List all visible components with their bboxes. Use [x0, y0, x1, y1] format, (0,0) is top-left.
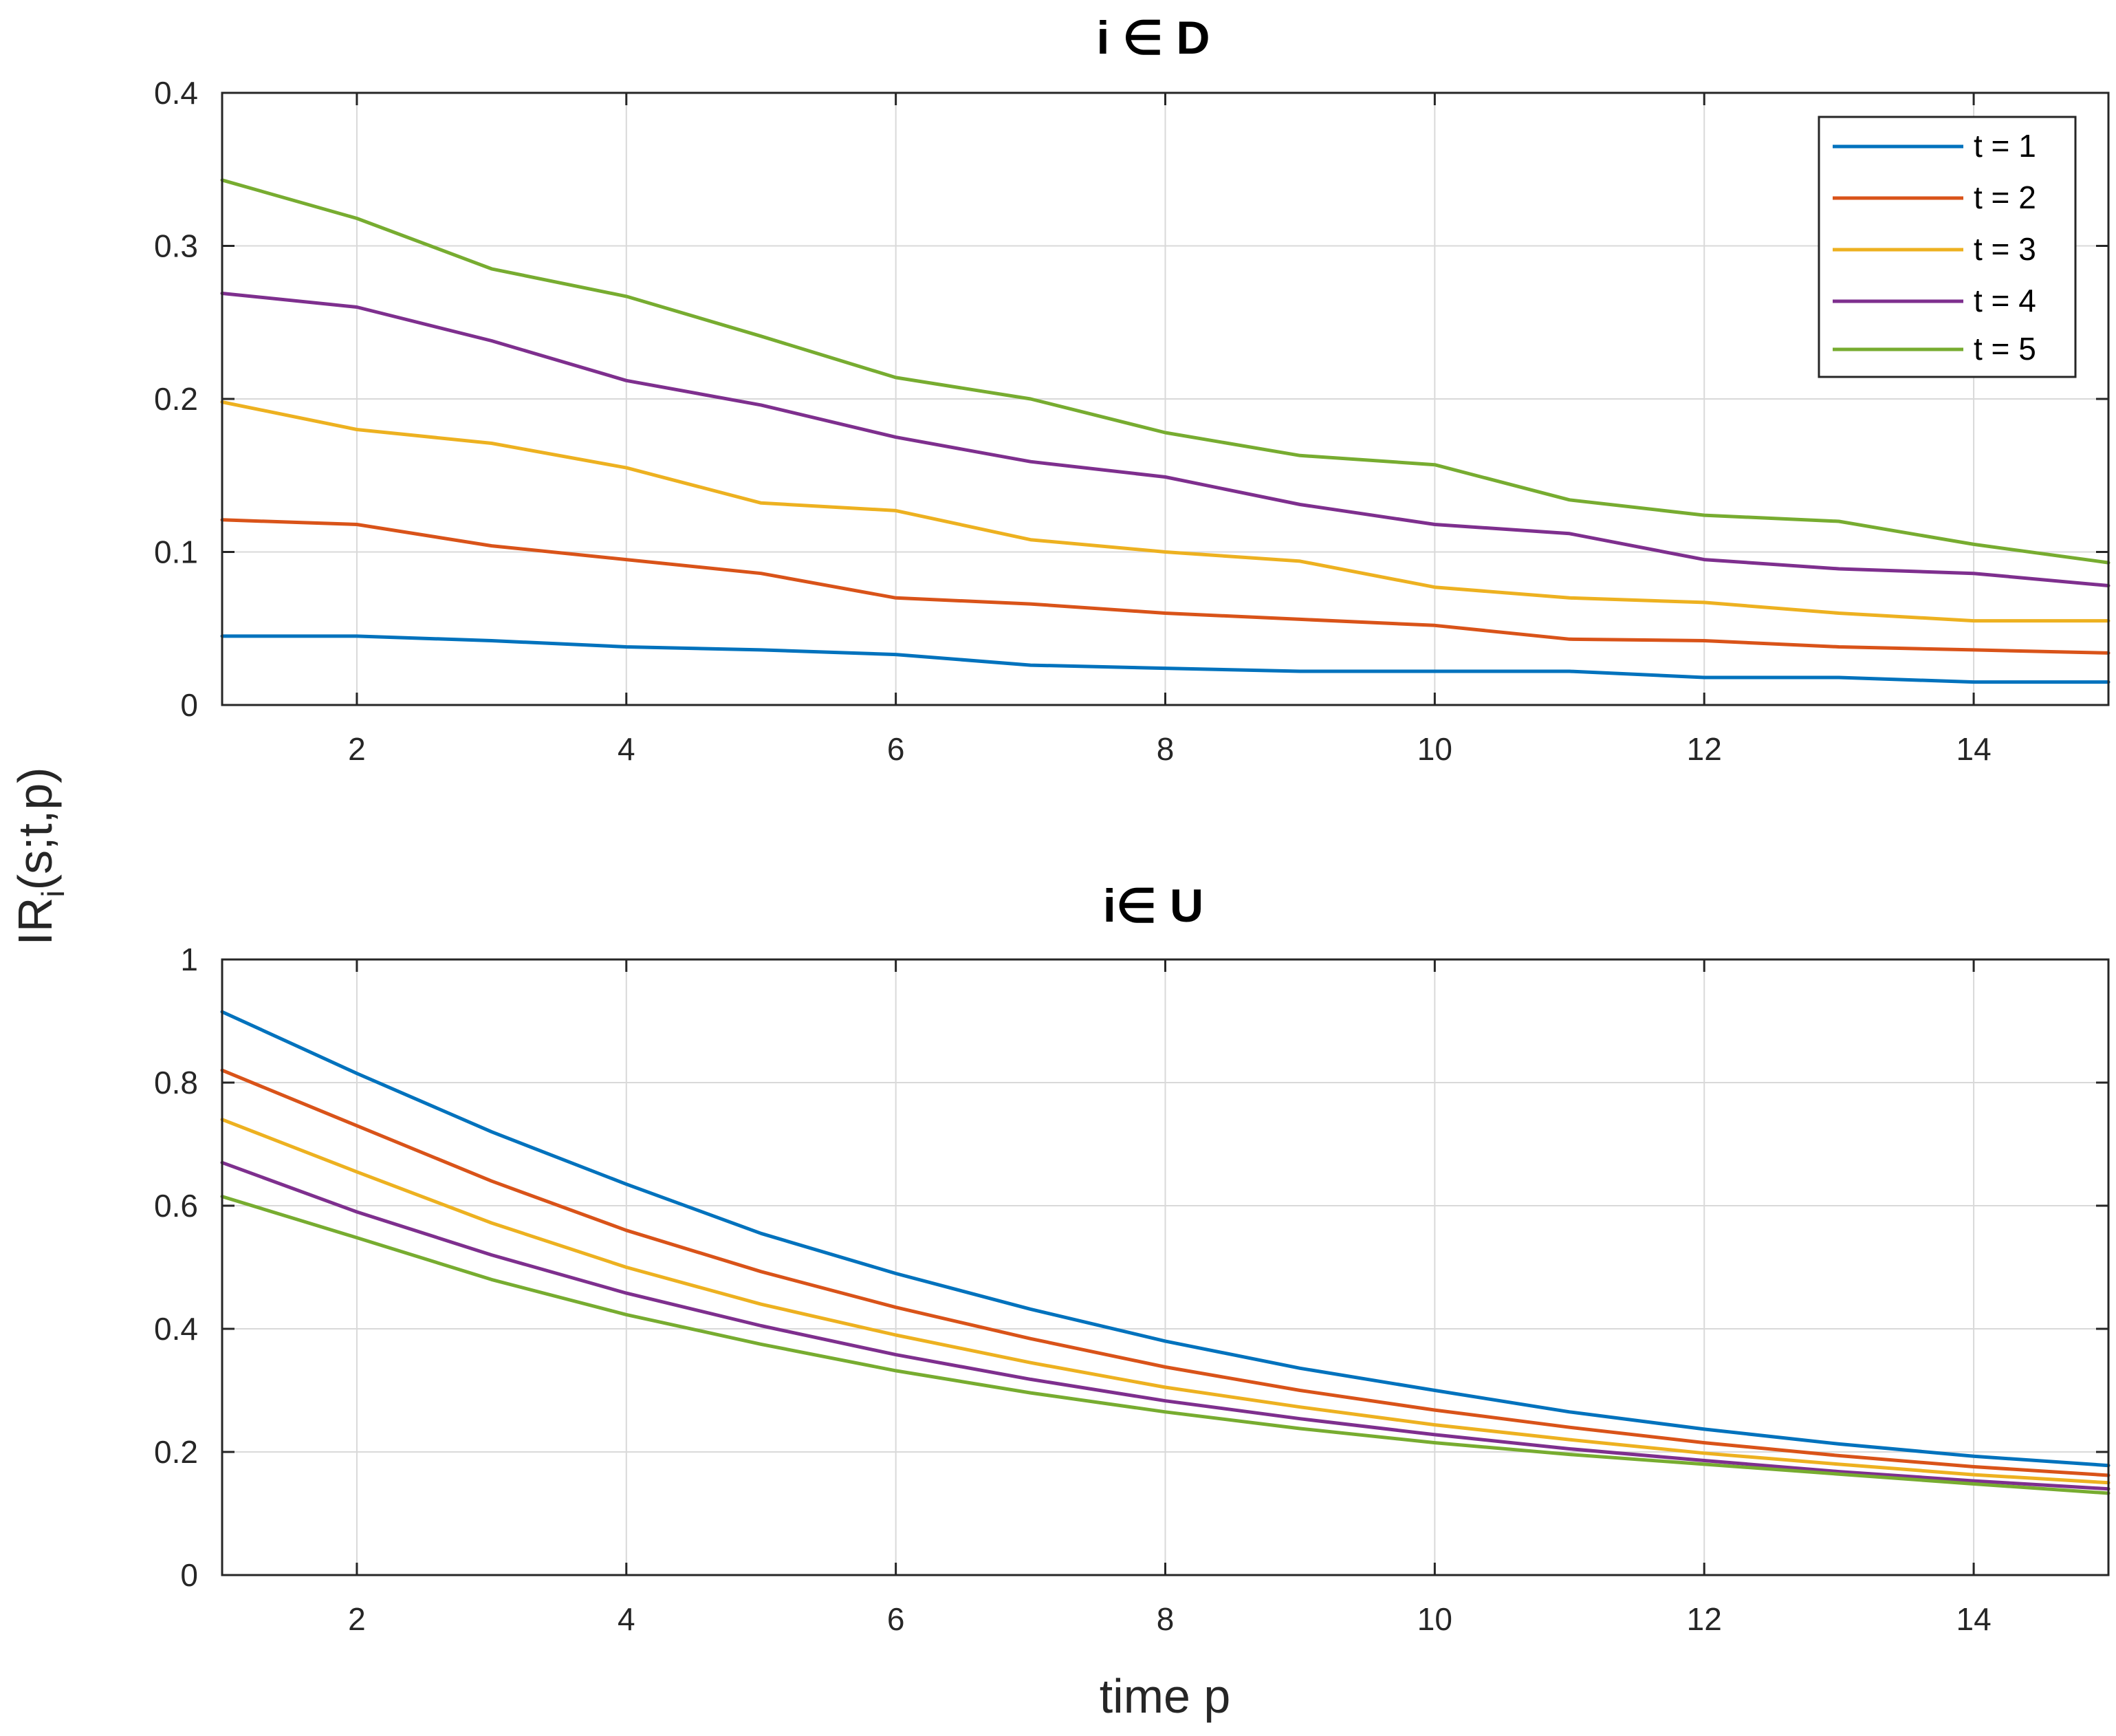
y-tick-label-0.6-bottom: 0.6: [154, 1188, 198, 1224]
series-line-t4-bottom: [220, 1160, 2110, 1491]
series-line-t5-top: [220, 178, 2110, 565]
series-line-t5-bottom: [220, 1195, 2110, 1495]
x-tick-label-8-bottom: 8: [1157, 1601, 1175, 1637]
legend: t = 1 t = 2 t = 3 t = 4 t = 5: [1818, 116, 2077, 378]
legend-label-t1: t = 1: [1974, 128, 2036, 164]
y-axis-label-sub: i: [35, 890, 71, 897]
y-tick-label-0.8-bottom: 0.8: [154, 1065, 198, 1100]
y-axis-label-main: IR: [8, 898, 62, 946]
x-tick-label-6-top: 6: [887, 731, 905, 767]
y-axis-label-rest: (s;t,p): [8, 767, 62, 890]
legend-box: [1818, 116, 2077, 378]
x-tick-label-4-top: 4: [618, 731, 635, 767]
x-axis-label: time p: [1100, 1669, 1231, 1723]
series-line-t3-top: [220, 400, 2110, 623]
series-line-t2-top: [220, 518, 2110, 655]
ticks-top: 2 4 6 8 10 12 14 0 0.1 0.2 0.3 0.4: [154, 75, 2108, 767]
x-tick-label-4-bottom: 4: [618, 1601, 635, 1637]
x-tick-label-2-top: 2: [348, 731, 366, 767]
ticks-bottom: 2 4 6 8 10 12 14 0 0.2 0.4 0.6 0.8 1: [154, 942, 2108, 1637]
series-group-top: [220, 178, 2110, 684]
panel-title-top: i ∈ D: [1096, 12, 1210, 64]
y-tick-label-1-bottom: 1: [180, 942, 198, 977]
x-tick-label-10-top: 10: [1417, 731, 1452, 767]
y-axis-label: IRi(s;t,p): [8, 767, 71, 945]
x-tick-label-14-top: 14: [1956, 731, 1991, 767]
y-tick-label-0.1-top: 0.1: [154, 534, 198, 570]
series-line-t3-bottom: [220, 1118, 2110, 1485]
y-tick-label-0.4-top: 0.4: [154, 75, 198, 111]
y-tick-label-0.2-bottom: 0.2: [154, 1434, 198, 1470]
panel-title-bottom: i∈ U: [1103, 880, 1203, 932]
x-tick-label-8-top: 8: [1157, 731, 1175, 767]
panel-top: i ∈ D 2 4 6 8 10 12 14 0 0.1 0.2 0.3 0.4 t = 1 t = …: [154, 12, 2110, 767]
y-tick-label-0.2-top: 0.2: [154, 381, 198, 417]
legend-label-t4: t = 4: [1974, 283, 2036, 318]
y-tick-label-0-top: 0: [180, 687, 198, 723]
y-tick-label-0-bottom: 0: [180, 1557, 198, 1593]
series-group-bottom: [220, 1010, 2110, 1495]
legend-label-t3: t = 3: [1974, 231, 2036, 267]
y-tick-label-0.4-bottom: 0.4: [154, 1311, 198, 1347]
series-line-t2-bottom: [220, 1068, 2110, 1477]
y-tick-label-0.3-top: 0.3: [154, 228, 198, 264]
series-line-t4-top: [220, 292, 2110, 587]
series-line-t1-bottom: [220, 1010, 2110, 1468]
legend-label-t2: t = 2: [1974, 180, 2036, 215]
x-tick-label-12-top: 12: [1687, 731, 1722, 767]
legend-label-t5: t = 5: [1974, 331, 2036, 367]
x-tick-label-2-bottom: 2: [348, 1601, 366, 1637]
panel-bottom: i∈ U 2 4 6 8 10 12 14 0 0.2 0.4 0.6 0.8 1: [154, 880, 2110, 1637]
x-tick-label-14-bottom: 14: [1956, 1601, 1991, 1637]
x-tick-label-12-bottom: 12: [1687, 1601, 1722, 1637]
x-tick-label-6-bottom: 6: [887, 1601, 905, 1637]
x-tick-label-10-bottom: 10: [1417, 1601, 1452, 1637]
series-line-t1-top: [220, 634, 2110, 684]
